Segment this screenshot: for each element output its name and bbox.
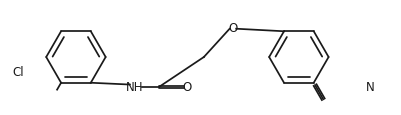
Text: Cl: Cl bbox=[12, 66, 24, 79]
Text: N: N bbox=[365, 80, 374, 93]
Text: O: O bbox=[228, 22, 237, 34]
Text: NH: NH bbox=[126, 80, 144, 93]
Text: O: O bbox=[182, 80, 191, 93]
